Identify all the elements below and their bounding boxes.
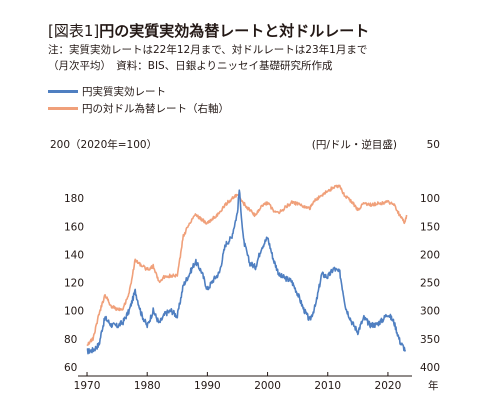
y-right-tick-label: 300: [420, 306, 440, 318]
legend-item-reer: 円実質実効レート: [48, 84, 166, 99]
y-right-tick-label: 50: [427, 139, 440, 151]
chart-note: 注：実質実効レートは22年12月まで、対ドルレートは23年1月まで: [48, 44, 368, 56]
title-figure-number: [図表1]: [48, 22, 100, 40]
x-tick-label: 2010: [314, 380, 341, 392]
x-axis-ticks: 1970 1980 1990 2000 2010 2020: [74, 372, 402, 392]
legend-label-usdjpy: 円の対ドル為替レート（右軸）: [82, 103, 229, 115]
series-line-usdjpy: [86, 184, 408, 347]
x-axis-unit: 年: [428, 379, 439, 392]
legend-swatch-reer: [48, 90, 78, 93]
series-group: [86, 184, 408, 355]
y-right-tick-label: 150: [420, 221, 440, 233]
x-tick-label: 2020: [375, 380, 402, 392]
y-right-tick-label: 100: [420, 193, 440, 205]
y-left-tick-label: 160: [64, 221, 84, 233]
x-tick-label: 1980: [134, 380, 161, 392]
y-left-tick-label: 60: [64, 362, 77, 374]
title-text: 円の実質実効為替レートと対ドルレート: [99, 22, 370, 40]
series-line-reer: [86, 189, 407, 355]
x-tick-label: 1990: [194, 380, 221, 392]
x-tick-label: 1970: [74, 380, 101, 392]
x-tick-label: 2000: [254, 380, 281, 392]
y-right-tick-label: 400: [420, 362, 440, 374]
y-right-axis-title: (円/ドル・逆目盛): [312, 138, 397, 151]
y-left-tick-label: 100: [64, 306, 84, 318]
legend-item-usdjpy: 円の対ドル為替レート（右軸）: [48, 101, 229, 116]
y-left-tick-label: 180: [64, 193, 84, 205]
y-left-tick-label: 80: [64, 334, 77, 346]
y-left-tick-label: 120: [64, 278, 84, 290]
y-left-axis-ticks: 180 160 140 120 100 80 60: [64, 193, 84, 374]
legend-swatch-usdjpy: [48, 107, 78, 110]
y-right-tick-label: 250: [420, 278, 440, 290]
y-right-tick-label: 350: [420, 334, 440, 346]
chart-title: [図表1]円の実質実効為替レートと対ドルレート: [48, 20, 369, 41]
legend-label-reer: 円実質実効レート: [82, 86, 166, 98]
chart-source: （月次平均） 資料：BIS、日銀よりニッセイ基礎研究所作成: [48, 60, 333, 72]
y-left-axis-title: 200（2020年=100）: [50, 138, 157, 151]
y-left-tick-label: 140: [64, 249, 84, 261]
y-right-tick-label: 200: [420, 249, 440, 261]
y-right-axis-ticks: 50 100 150 200 250 300 350 400: [420, 139, 440, 374]
